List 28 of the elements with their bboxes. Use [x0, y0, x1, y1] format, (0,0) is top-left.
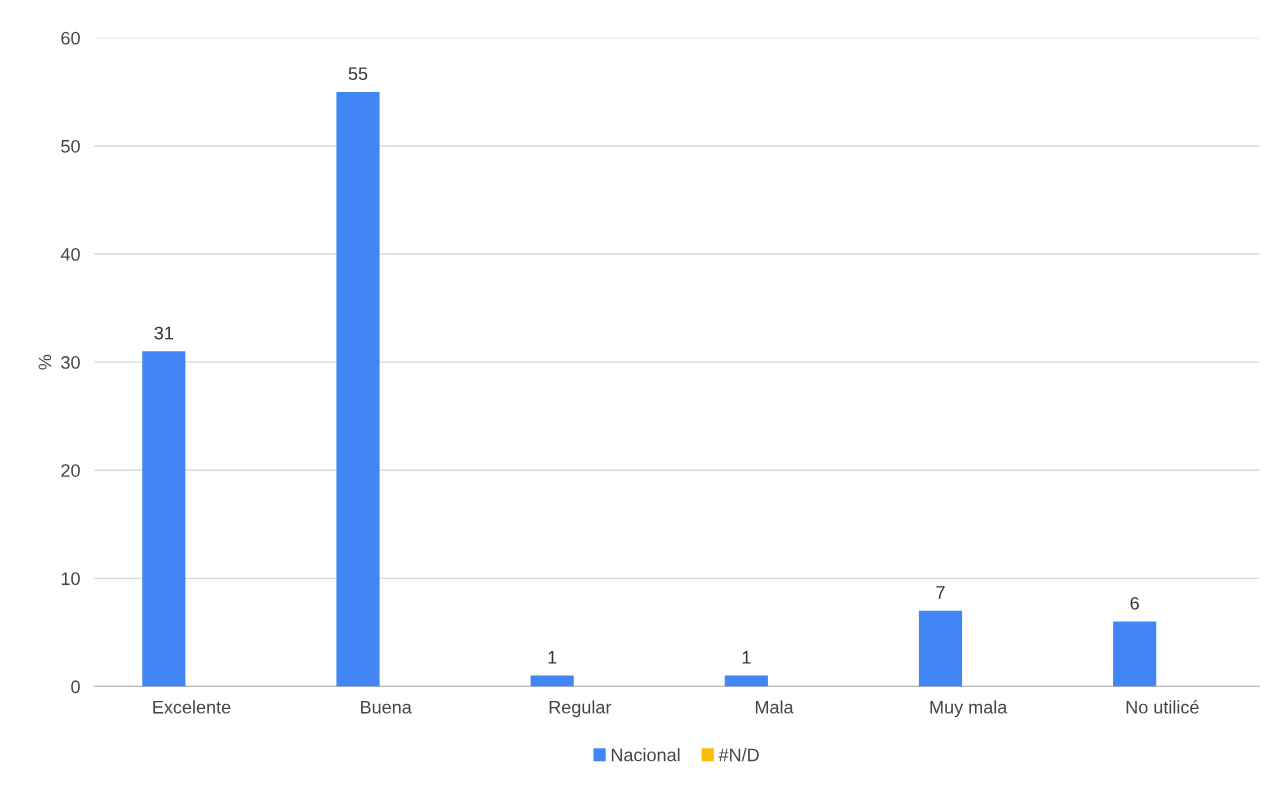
data-label: 1 — [742, 651, 751, 664]
y-tick-label: 40 — [60, 247, 80, 261]
x-tick-label: Regular — [549, 700, 612, 718]
x-tick-label: Buena — [361, 700, 412, 714]
y-tick-label: 10 — [61, 572, 80, 586]
y-tick-label: 20 — [61, 464, 80, 477]
y-tick-label: 30 — [61, 356, 80, 369]
y-axis-title: % — [38, 354, 52, 370]
y-tick-label: 60 — [61, 31, 80, 45]
bar — [724, 675, 768, 687]
legend-label: #N/D — [718, 748, 759, 762]
bar — [530, 675, 574, 687]
y-tick-label: 0 — [71, 680, 80, 694]
bar — [918, 610, 963, 687]
bar — [1113, 621, 1157, 687]
data-label: 55 — [348, 67, 368, 81]
legend-label: Nacional — [611, 748, 680, 762]
x-tick-label: Excelente — [153, 700, 231, 714]
y-tick-label: 50 — [61, 139, 80, 153]
bar — [142, 351, 186, 687]
x-tick-label: No utilicé — [1126, 700, 1199, 714]
data-label: 31 — [154, 326, 173, 340]
x-tick-label: Mala — [755, 700, 794, 714]
x-tick-label: Muy mala — [930, 700, 1008, 718]
data-label: 1 — [548, 651, 557, 664]
data-label: 6 — [1130, 596, 1139, 610]
bar — [336, 91, 380, 687]
data-label: 7 — [936, 586, 945, 599]
